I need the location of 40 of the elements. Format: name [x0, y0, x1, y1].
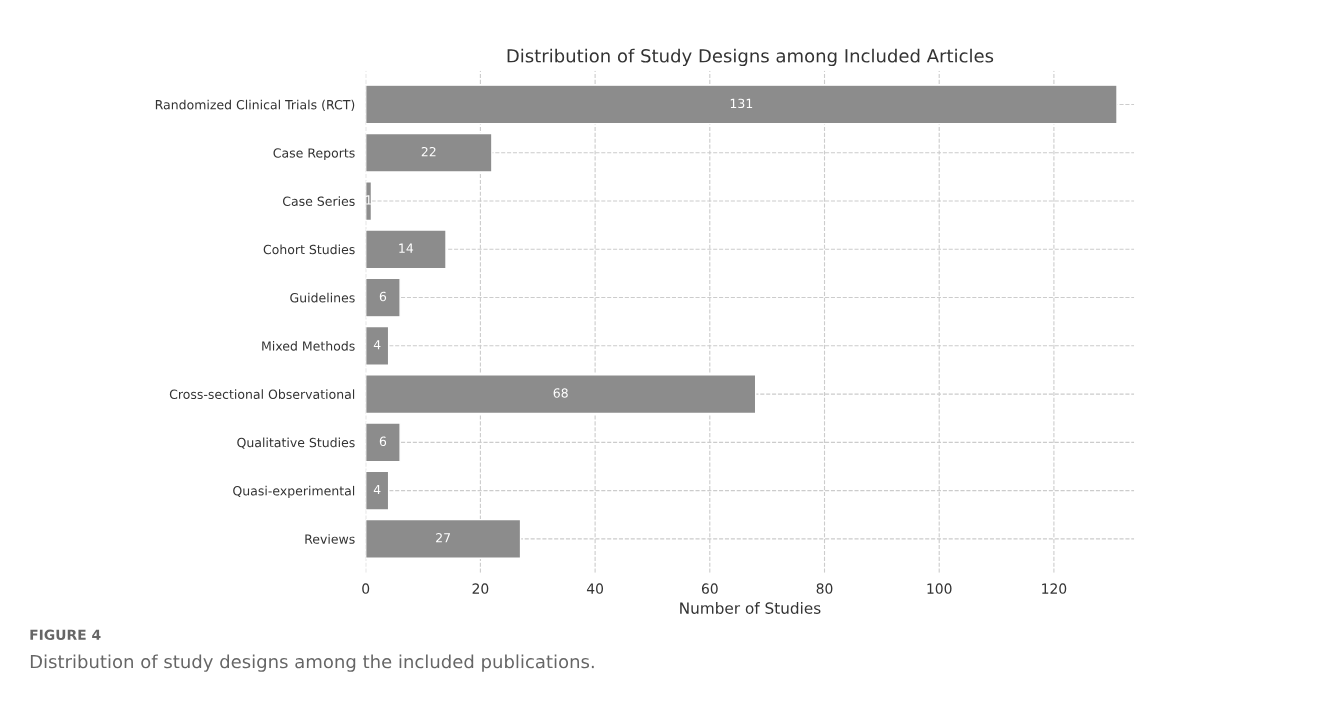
bar [365, 84, 1118, 125]
bar [365, 132, 493, 173]
x-tick-label: 80 [816, 583, 833, 594]
x-axis-title: Number of Studies [680, 602, 821, 614]
data-label: 68 [553, 388, 568, 398]
y-tick-label: Cross-sectional Observational [169, 389, 355, 400]
y-tick-label: Quasi-experimental [233, 485, 355, 498]
bar [365, 229, 447, 270]
y-tick-label: Guidelines [290, 292, 355, 303]
y-tick-label: Reviews [305, 534, 355, 544]
bar [365, 470, 390, 511]
x-tick-label: 120 [1042, 583, 1067, 594]
data-label: 6 [379, 291, 387, 302]
bar [365, 374, 757, 415]
data-label: 6 [379, 436, 387, 446]
x-tick-label: 40 [586, 583, 604, 594]
data-label: 131 [730, 98, 753, 109]
x-tick-label: 20 [472, 583, 489, 594]
bar [365, 325, 390, 366]
bar [365, 422, 401, 463]
chart-title: Distribution of Study Designs among Included Articles [507, 48, 994, 67]
y-tick-label: Cohort Studies [263, 244, 355, 255]
text: Distribution of study designs among the included publications. [30, 654, 594, 672]
y-tick-label: Case Series [282, 196, 355, 206]
data-label: 4 [373, 484, 381, 495]
bar [365, 277, 401, 318]
y-tick-label: Mixed Methods [262, 341, 355, 351]
y-tick-label: Qualitative Studies [237, 437, 355, 449]
x-tick-label: 60 [701, 583, 718, 594]
y-tick-label: Case Reports [273, 148, 355, 161]
x-tick-label: 100 [927, 583, 952, 594]
x-tick-label: 0 [362, 583, 370, 594]
bar [365, 518, 522, 559]
data-label: 1 [365, 195, 372, 205]
data-label: 4 [373, 340, 381, 350]
data-label: 22 [421, 146, 436, 157]
y-tick-label: Randomized Clinical Trials (RCT) [155, 99, 355, 111]
caption: FIGURE 4 [30, 629, 101, 641]
data-label: 14 [399, 243, 414, 253]
data-label: 27 [436, 533, 451, 543]
